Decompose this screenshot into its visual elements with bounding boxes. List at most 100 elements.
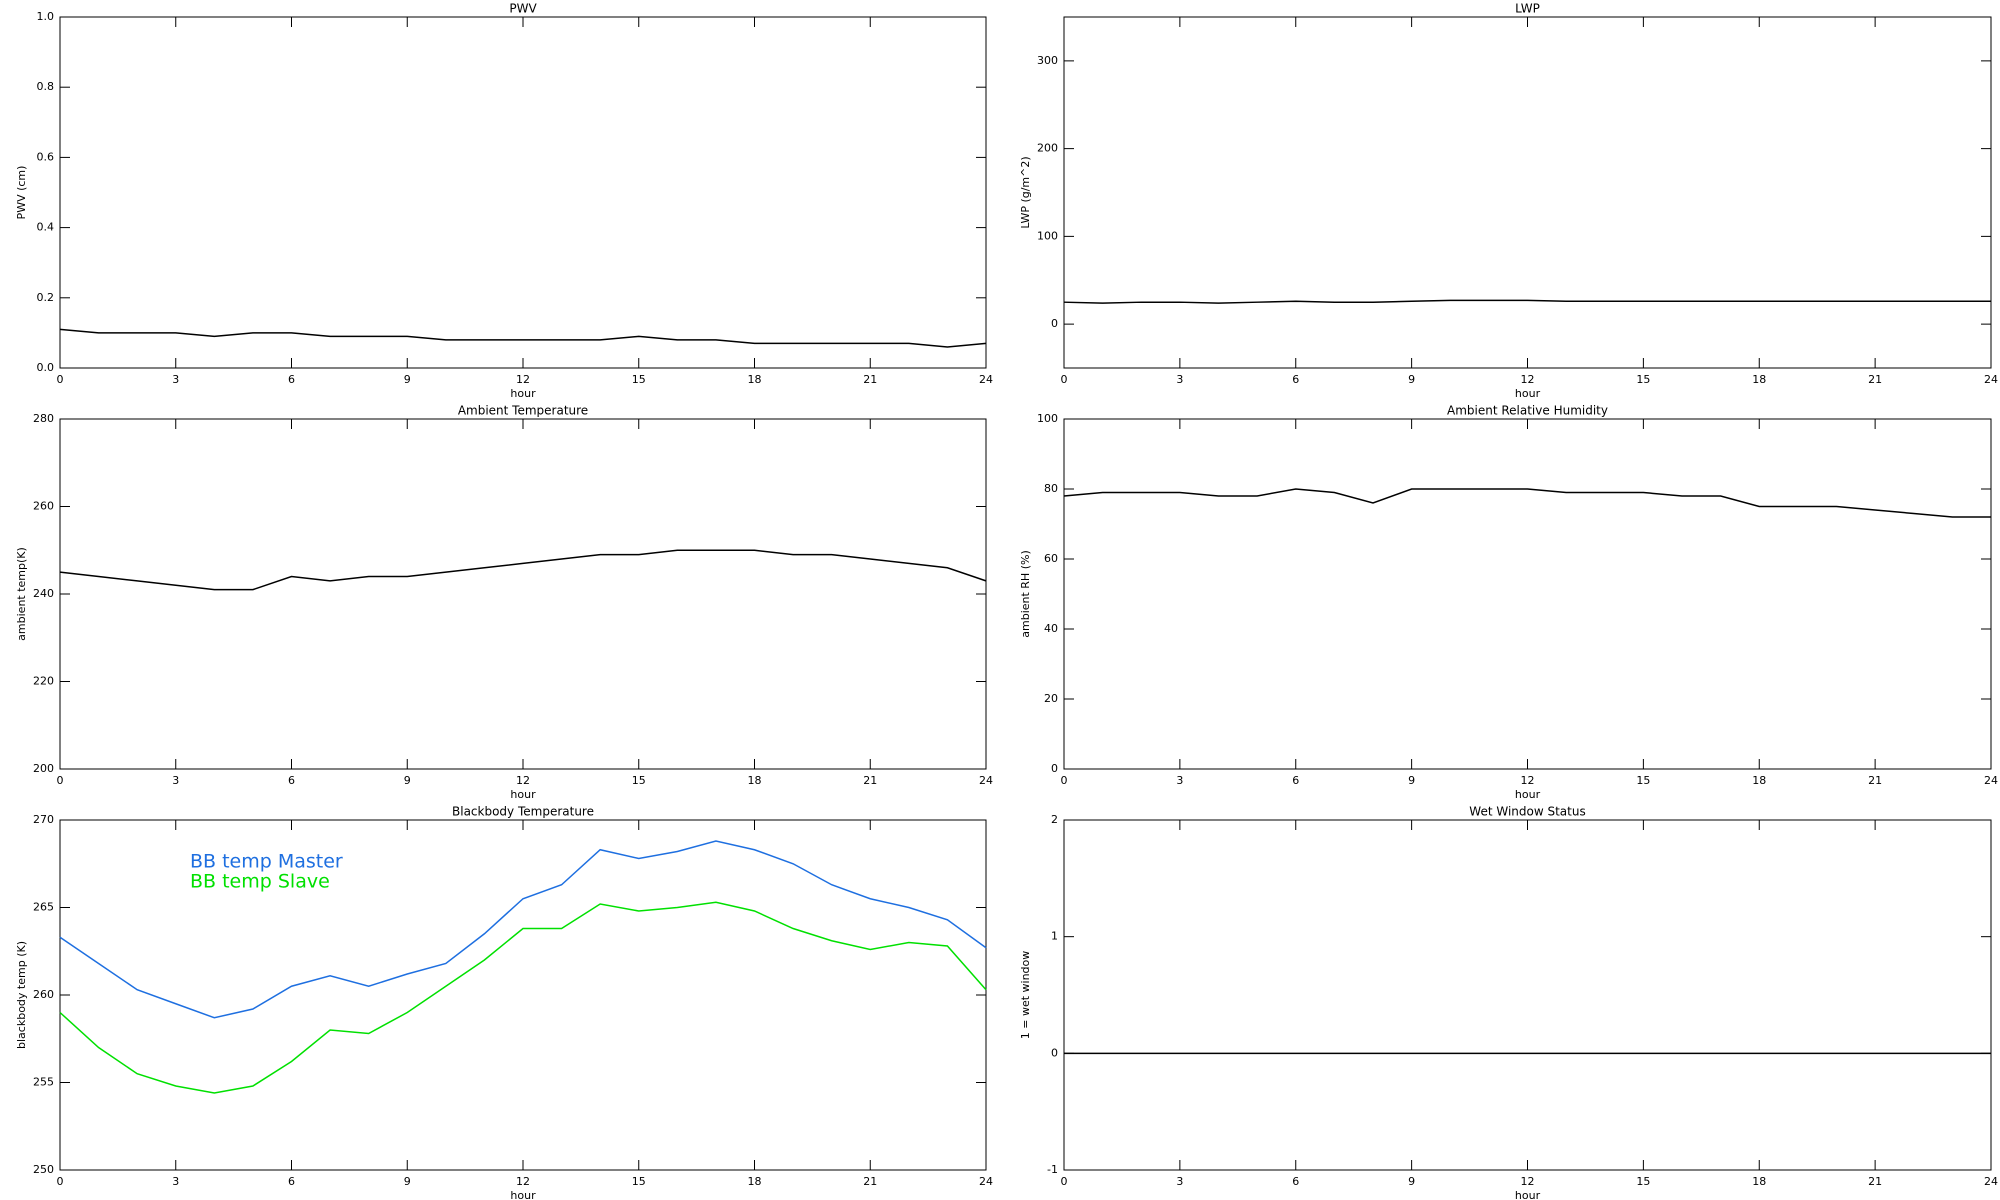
y-tick-label: 0 [1051,1046,1058,1059]
plot-frame [59,418,987,770]
x-tick-label: 15 [1636,1175,1650,1188]
y-axis-label: 1 = wet window [1019,951,1032,1040]
x-tick-label: 6 [288,373,295,386]
x-tick-label: 15 [632,1175,646,1188]
y-tick-label: 0 [1051,762,1058,775]
x-tick-label: 24 [1984,1175,1998,1188]
x-tick-label: 12 [516,774,530,787]
x-tick-label: 18 [748,1175,762,1188]
y-tick-label: 100 [1037,412,1058,425]
y-tick-label: 200 [1037,142,1058,155]
series-line [59,549,987,591]
legend-entry: BB temp Slave [190,871,330,893]
y-tick-label: 1 [1051,930,1058,943]
y-tick-label: 0.8 [37,80,55,93]
x-axis-label: hour [1515,1189,1541,1200]
chart-title: Wet Window Status [1469,805,1585,819]
plot-frame [1063,819,1992,1171]
y-tick-label: 0.6 [37,150,55,163]
y-tick-label: 270 [33,813,54,826]
chart-title: LWP [1515,2,1540,16]
x-tick-label: 12 [1521,1175,1535,1188]
x-tick-label: 24 [979,373,993,386]
x-tick-label: 9 [404,1175,411,1188]
x-tick-label: 21 [1868,373,1882,386]
x-tick-label: 24 [1984,373,1998,386]
y-tick-label: 260 [33,500,54,513]
y-tick-label: 0 [1051,317,1058,330]
y-tick-label: -1 [1047,1163,1058,1176]
x-tick-label: 15 [1636,373,1650,386]
chart-title: Blackbody Temperature [452,805,594,819]
x-tick-label: 9 [404,373,411,386]
chart-panel: LWP hour LWP (g/m^2) 0 3 6 9 12 15 18 21 24 0 100 200 3… [1019,2,1998,401]
x-tick-label: 24 [979,774,993,787]
x-tick-label: 21 [1868,774,1882,787]
y-tick-label: 260 [33,988,54,1001]
chart-title: Ambient Relative Humidity [1447,404,1608,418]
x-tick-label: 9 [1408,774,1415,787]
y-axis-label: blackbody temp (K) [15,941,28,1049]
y-tick-label: 280 [33,412,54,425]
x-tick-label: 9 [1408,1175,1415,1188]
y-tick-label: 240 [33,587,54,600]
x-tick-label: 3 [1176,774,1183,787]
x-tick-label: 18 [748,373,762,386]
chart-panel: Blackbody Temperature hour blackbody temp … [15,805,993,1200]
y-tick-label: 100 [1037,229,1058,242]
x-tick-label: 12 [516,373,530,386]
chart-title: Ambient Temperature [458,404,588,418]
y-axis-label: PWV (cm) [15,166,28,220]
y-tick-label: 220 [33,675,54,688]
y-tick-label: 255 [33,1076,54,1089]
series-line [1063,488,1991,518]
x-tick-label: 12 [516,1175,530,1188]
series-line [59,840,987,1019]
chart-panel: Ambient Temperature hour ambient temp(K) 0 3… [15,404,993,802]
chart-panel: Ambient Relative Humidity hour ambient RH … [1019,404,1998,802]
chart-panel: PWV hour PWV (cm) 0 3 6 9 12 15 18 21 24 0.0 0.2 0.4 0.… [15,2,993,401]
x-tick-label: 0 [1061,1175,1068,1188]
y-tick-label: 60 [1044,552,1058,565]
y-tick-label: 0.4 [37,221,55,234]
y-tick-label: 0.0 [37,361,55,374]
x-tick-label: 18 [1752,373,1766,386]
x-tick-label: 15 [1636,774,1650,787]
x-tick-label: 3 [172,774,179,787]
x-tick-label: 0 [57,373,64,386]
y-tick-label: 20 [1044,692,1058,705]
y-tick-label: 40 [1044,622,1058,635]
y-tick-label: 300 [1037,54,1058,67]
y-axis-label: ambient temp(K) [15,547,28,641]
x-axis-label: hour [510,387,536,400]
series-line [1063,299,1991,304]
y-tick-label: 265 [33,901,54,914]
x-tick-label: 24 [1984,774,1998,787]
x-tick-label: 18 [748,774,762,787]
x-tick-label: 0 [1061,774,1068,787]
x-tick-label: 6 [1292,373,1299,386]
x-tick-label: 6 [288,1175,295,1188]
x-tick-label: 6 [288,774,295,787]
x-axis-label: hour [1515,387,1541,400]
x-tick-label: 3 [1176,373,1183,386]
plot-frame [1063,16,1992,369]
x-tick-label: 9 [404,774,411,787]
x-tick-label: 21 [863,1175,877,1188]
plot-frame [59,16,987,369]
x-tick-label: 6 [1292,774,1299,787]
x-tick-label: 3 [172,373,179,386]
series-line [59,328,987,348]
x-tick-label: 15 [632,774,646,787]
x-axis-label: hour [510,1189,536,1200]
x-tick-label: 24 [979,1175,993,1188]
x-tick-label: 6 [1292,1175,1299,1188]
y-tick-label: 2 [1051,813,1058,826]
x-tick-label: 3 [1176,1175,1183,1188]
x-tick-label: 18 [1752,1175,1766,1188]
x-tick-label: 12 [1521,774,1535,787]
x-tick-label: 21 [1868,1175,1882,1188]
x-tick-label: 12 [1521,373,1535,386]
y-tick-label: 1.0 [37,10,55,23]
